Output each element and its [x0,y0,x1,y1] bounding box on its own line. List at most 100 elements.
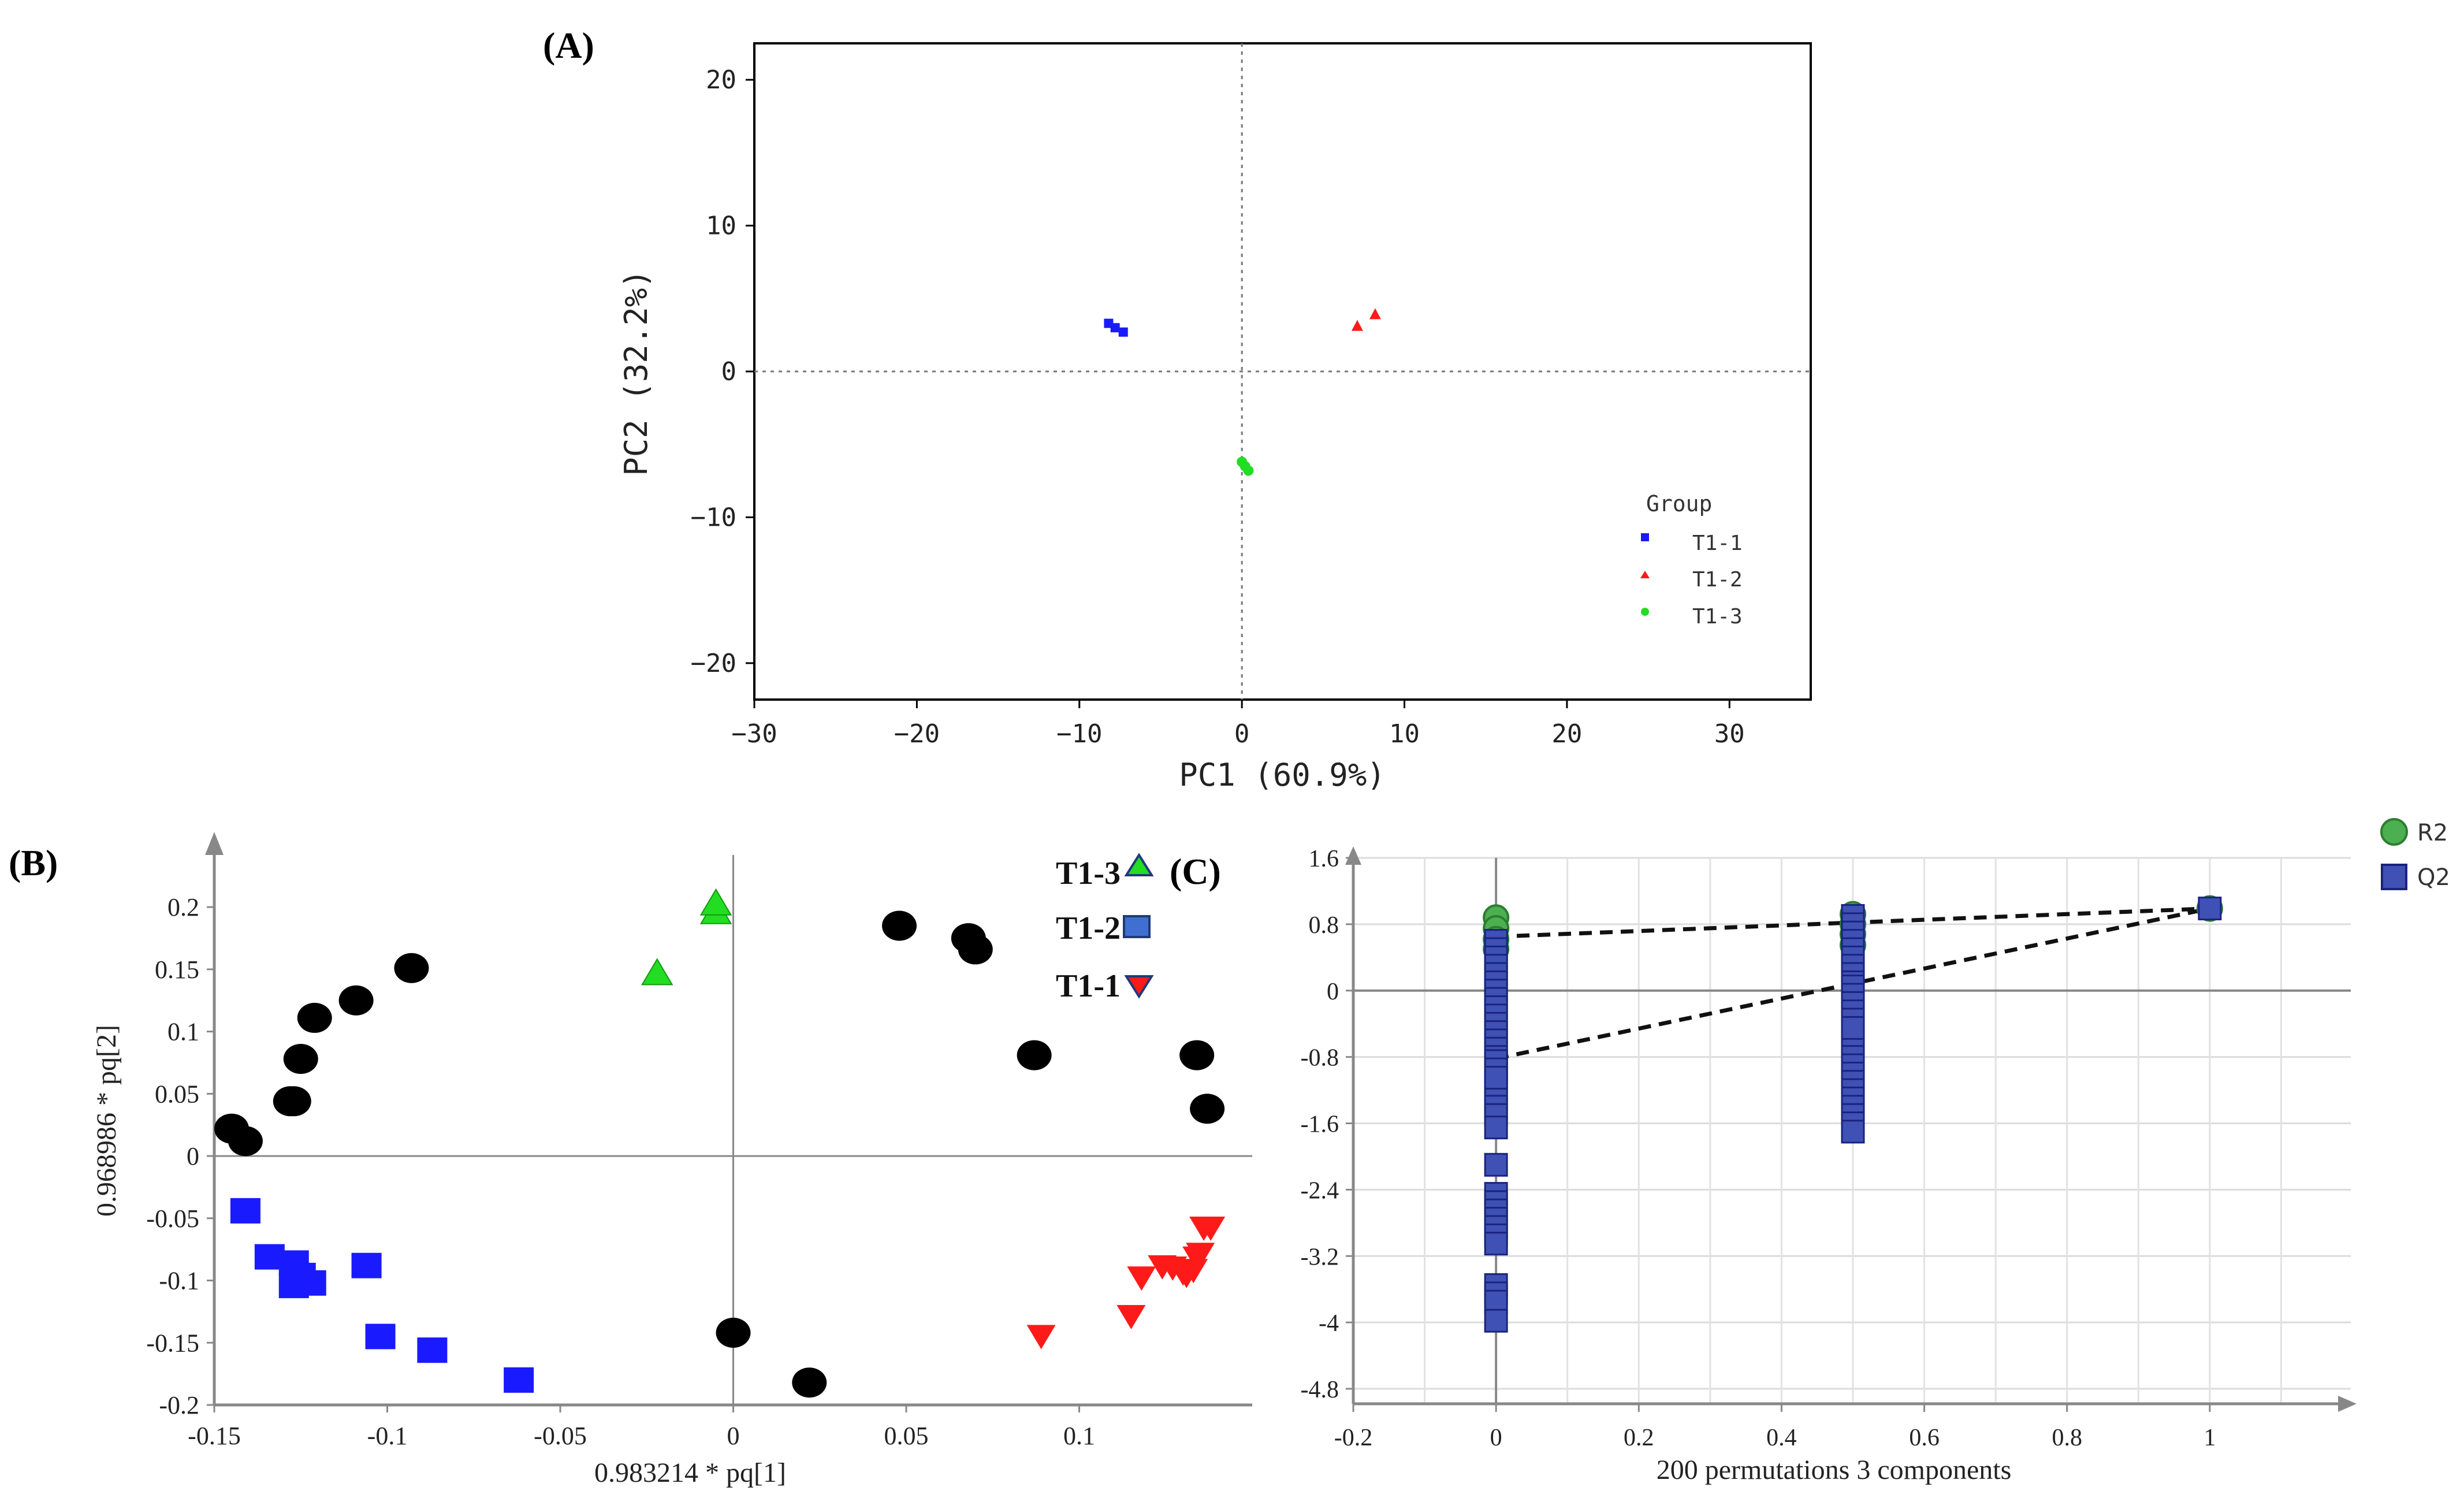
y-tick-label: 0.1 [168,1018,199,1046]
x-tick-label: −30 [731,719,777,749]
point-q2 [1484,1116,1508,1140]
point-q2 [1841,1120,1865,1144]
point-q2 [1484,1152,1508,1177]
point-q2 [1484,1232,1508,1256]
legend-title: Group [1646,491,1712,516]
panel-c-marks [1483,895,2223,1333]
x-tick-label: 1 [2204,1425,2216,1451]
y-tick-label: 0 [187,1142,199,1170]
legend-t1-1-triangle-down-icon [1124,975,1154,999]
point-t1-3 [1243,465,1254,476]
y-tick-label: -1.6 [1301,1111,1339,1138]
point-t1-3 [641,958,673,986]
panel-b-y-arrow-icon [205,832,224,855]
variable-point [394,953,429,983]
legend-q2-label: Q2 [2417,864,2450,891]
y-tick-label: -0.2 [159,1391,199,1419]
legend-t1-1-label: T1-1 [1692,531,1743,555]
legend-t1-1-square-icon [1641,533,1649,541]
y-tick-label: -2.4 [1301,1177,1339,1204]
point-t1-3 [699,888,732,916]
variable-point [1179,1040,1215,1070]
y-tick-label: -4 [1319,1310,1339,1337]
panel-b-x-label: 0.983214 * pq[1] [594,1458,786,1488]
x-tick-label: 20 [1551,719,1582,749]
x-tick-label: -0.05 [534,1422,587,1450]
y-tick-label: 0.15 [155,956,199,984]
panel-c-y-ticks: 1.6 0.8 0 -0.8 -1.6 -2.4 -3.2 -4 -4.8 [1301,846,1353,1403]
panel-c-y-arrow-icon [1345,846,1361,865]
y-tick-label: -3.2 [1301,1244,1339,1270]
y-tick-label: −20 [691,649,736,678]
point-t1-1 [1118,327,1128,337]
y-tick-label: 10 [706,211,736,241]
y-tick-label: -4.8 [1301,1377,1339,1403]
variable-point [1017,1040,1052,1070]
point-q2 [1841,1016,1865,1040]
legend-r2-label: R2 [2417,820,2448,846]
panel-a-y-ticks: −20 −10 0 10 20 [691,65,754,678]
x-tick-label: 30 [1714,719,1745,749]
point-t1-2 [417,1337,448,1363]
panel-c: (C) -0.2 0 0.2 0.4 0.6 0.8 1 1.6 0.8 0 -0.8 -1.6 -2… [1170,818,2450,1485]
variable-point [273,1086,308,1117]
x-tick-label: 10 [1389,719,1420,749]
variable-point [716,1318,751,1348]
variable-point [792,1367,827,1398]
panel-a-label: (A) [543,25,594,66]
y-tick-label: -0.05 [146,1204,199,1233]
point-t1-1 [1110,323,1120,333]
panel-b-y-label: 0.968986 * pq[2] [91,1025,122,1217]
panel-a-marks [1104,308,1381,476]
legend-t1-2-label: T1-2 [1056,910,1121,946]
panel-a-x-ticks: −30 −20 −10 0 10 20 30 [731,700,1745,749]
variable-point [958,934,993,965]
point-t1-2 [365,1323,396,1349]
x-tick-label: −10 [1056,719,1102,749]
y-tick-label: −10 [691,503,736,532]
y-tick-label: 1.6 [1309,846,1339,872]
panel-b: (B) -0.15 -0.1 -0.05 0 0.05 0.1 -0.2-0.15-0.1… [9,832,1252,1488]
point-t1-1 [1026,1325,1056,1349]
x-tick-label: 0.2 [1624,1425,1654,1451]
x-tick-label: -0.15 [188,1422,241,1450]
point-t1-2 [296,1270,326,1296]
y-tick-label: 0 [721,357,737,386]
point-t1-2 [351,1252,382,1278]
variable-point [297,1002,332,1033]
point-t1-2 [504,1367,534,1393]
panel-c-x-arrow-icon [2338,1396,2357,1412]
panel-c-x-ticks: -0.2 0 0.2 0.4 0.6 0.8 1 [1334,1404,2216,1451]
legend-t1-3-triangle-up-icon [1124,853,1154,876]
y-tick-label: 0.05 [155,1080,199,1108]
legend-q2-square-icon [2381,864,2407,890]
panel-c-legend: R2 Q2 [2380,818,2450,891]
legend-t1-3-label: T1-3 [1692,605,1743,629]
point-t1-2 [1369,308,1381,319]
legend-t1-1-label: T1-1 [1056,968,1121,1004]
x-tick-label: 0.8 [2052,1425,2082,1451]
legend-t1-2-square-icon [1123,915,1151,938]
panel-b-legend: T1-3 T1-2 T1-1 [1056,853,1154,1004]
panel-c-x-label: 200 permutations 3 components [1657,1455,2012,1485]
panel-b-marks [214,888,1226,1398]
x-tick-label: 0.1 [1063,1422,1095,1450]
x-tick-label: -0.1 [367,1422,408,1450]
x-tick-label: 0 [727,1422,740,1450]
panel-a-x-label: PC1 (60.9%) [1179,757,1386,793]
x-tick-label: 0.05 [884,1422,929,1450]
x-tick-label: 0.4 [1766,1425,1797,1451]
variable-point [283,1044,318,1075]
y-tick-label: -0.8 [1301,1045,1339,1072]
legend-t1-2-triangle-icon [1640,571,1650,578]
point-t1-1 [1127,1266,1156,1291]
x-tick-label: -0.2 [1334,1425,1373,1451]
variable-point [338,985,374,1016]
x-tick-label: 0 [1234,719,1250,749]
point-t1-1 [1196,1217,1226,1241]
legend-t1-3-circle-icon [1641,608,1649,616]
point-q2 [2198,897,2222,921]
variable-point [1190,1094,1225,1124]
legend-t1-3-label: T1-3 [1056,856,1121,891]
